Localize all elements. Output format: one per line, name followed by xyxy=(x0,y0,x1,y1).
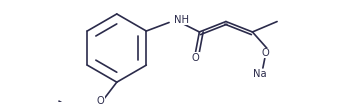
Text: O: O xyxy=(97,96,105,106)
Text: Na: Na xyxy=(253,69,267,79)
Text: NH: NH xyxy=(174,15,189,25)
Text: O: O xyxy=(262,48,270,58)
Text: O: O xyxy=(192,53,200,63)
